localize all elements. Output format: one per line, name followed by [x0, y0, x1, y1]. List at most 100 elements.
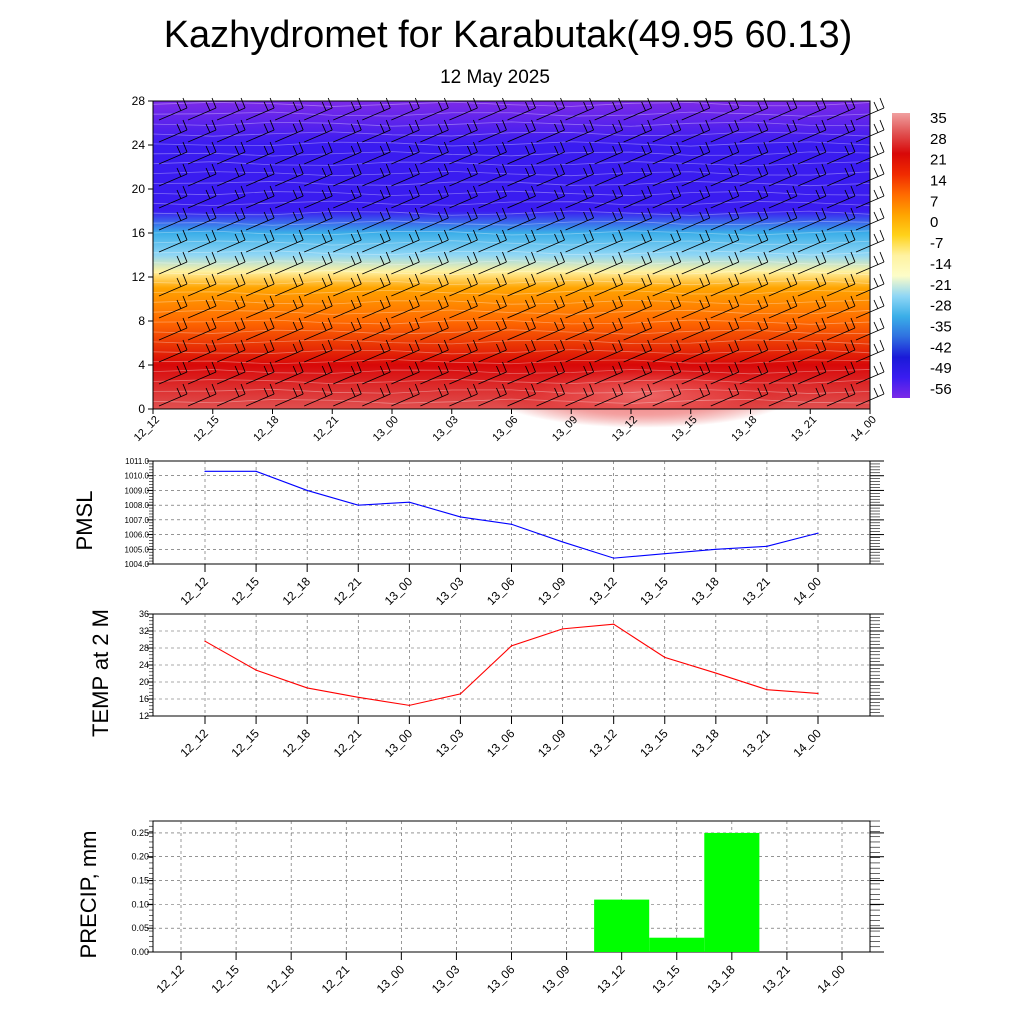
wind-barb — [158, 97, 188, 121]
y-tick-label: 4 — [138, 358, 145, 372]
wind-barb — [739, 339, 769, 363]
wind-barb — [245, 141, 275, 165]
wind-barb — [594, 229, 624, 253]
wind-barb — [594, 163, 624, 187]
wind-barb — [449, 163, 478, 187]
wind-barb — [536, 361, 565, 385]
wind-barb — [245, 273, 275, 297]
wind-barb — [245, 207, 275, 231]
wind-barb — [710, 361, 740, 385]
wind-barb — [216, 273, 246, 297]
colorbar-label: 28 — [930, 131, 947, 148]
wind-barb — [681, 119, 711, 143]
wind-barb — [623, 251, 653, 275]
wind-barb — [507, 251, 536, 275]
wind-barb — [304, 185, 333, 209]
wind-barb — [681, 383, 711, 407]
wind-barb — [623, 295, 653, 319]
y-tick-label: 0.25 — [131, 828, 149, 838]
wind-barb — [652, 339, 682, 363]
y-tick-label: 0.05 — [131, 923, 149, 933]
wind-barb — [594, 273, 624, 297]
y-tick-label: 16 — [139, 694, 149, 704]
data-point — [204, 640, 206, 642]
wind-barb — [420, 251, 449, 275]
wind-barb — [681, 339, 711, 363]
wind-barb — [739, 361, 769, 385]
wind-barb — [274, 163, 304, 187]
wind-barb — [333, 119, 362, 143]
wind-barb — [449, 383, 478, 407]
wind-barb — [797, 207, 827, 231]
x-tick-label: 13_18 — [688, 726, 722, 760]
wind-barb — [507, 295, 536, 319]
wind-barb — [216, 141, 246, 165]
wind-barb — [826, 185, 856, 209]
wind-barb — [391, 119, 420, 143]
wind-barb — [158, 273, 188, 297]
x-tick-label: 12_12 — [153, 962, 187, 996]
wind-barb — [245, 361, 275, 385]
wind-barb — [652, 185, 682, 209]
wind-barb — [362, 97, 391, 121]
wind-barb — [420, 141, 449, 165]
wind-barb — [681, 317, 711, 341]
wind-barb — [449, 141, 478, 165]
colorbar-label: -35 — [930, 318, 952, 335]
x-tick-label: 13_15 — [637, 574, 671, 608]
wind-barb — [478, 317, 507, 341]
wind-barb — [652, 229, 682, 253]
data-point — [459, 516, 462, 518]
x-tick-label: 12_21 — [319, 962, 353, 996]
x-tick-label: 12_15 — [229, 726, 263, 760]
wind-barb — [478, 383, 507, 407]
wind-barb — [536, 317, 565, 341]
wind-barb — [826, 383, 856, 407]
wind-barb — [187, 273, 217, 297]
x-tick-label: 13_12 — [586, 726, 620, 760]
x-tick-label: 13_21 — [739, 726, 773, 760]
wind-barb — [216, 361, 246, 385]
wind-barb — [158, 229, 188, 253]
wind-barb — [333, 273, 362, 297]
y-tick-label: 1007.0 — [125, 516, 150, 525]
wind-barb — [245, 251, 275, 275]
wind-barb — [187, 295, 217, 319]
wind-barb — [710, 141, 740, 165]
wind-barb — [797, 383, 827, 407]
wind-barb — [187, 251, 217, 275]
precip-bar — [649, 937, 705, 952]
colorbar-label: -56 — [930, 381, 952, 398]
wind-barb — [536, 207, 565, 231]
contour-line — [152, 250, 871, 256]
wind-barb — [594, 185, 624, 209]
wind-barb — [333, 361, 362, 385]
wind-barb — [681, 273, 711, 297]
wind-barb — [594, 295, 624, 319]
contour-line — [152, 339, 871, 345]
colorbar-label: 35 — [930, 110, 947, 127]
wind-barb — [594, 119, 624, 143]
wind-barb — [362, 119, 391, 143]
wind-barb — [623, 163, 653, 187]
data-point — [510, 645, 513, 647]
wind-barb — [274, 273, 304, 297]
wind-barb — [507, 339, 536, 363]
y-tick-label: 20 — [139, 677, 149, 687]
y-tick-label: 32 — [139, 626, 149, 636]
wind-barb — [391, 163, 420, 187]
x-tick-label: 13_21 — [759, 962, 793, 996]
wind-barb — [478, 273, 507, 297]
wind-barb — [623, 207, 653, 231]
precip-panel: 0.00 0.05 0.10 0.15 0.20 0.25 12_12 12_15 12_18 1… — [76, 820, 884, 996]
wind-barb — [449, 295, 478, 319]
wind-barb — [594, 383, 624, 407]
wind-barb — [187, 339, 217, 363]
wind-barb — [739, 317, 769, 341]
wind-barb — [536, 339, 565, 363]
wind-barb — [681, 251, 711, 275]
wind-barb — [158, 207, 188, 231]
wind-barb — [536, 141, 565, 165]
y-tick-label: 0 — [138, 402, 145, 416]
wind-barb — [739, 383, 769, 407]
